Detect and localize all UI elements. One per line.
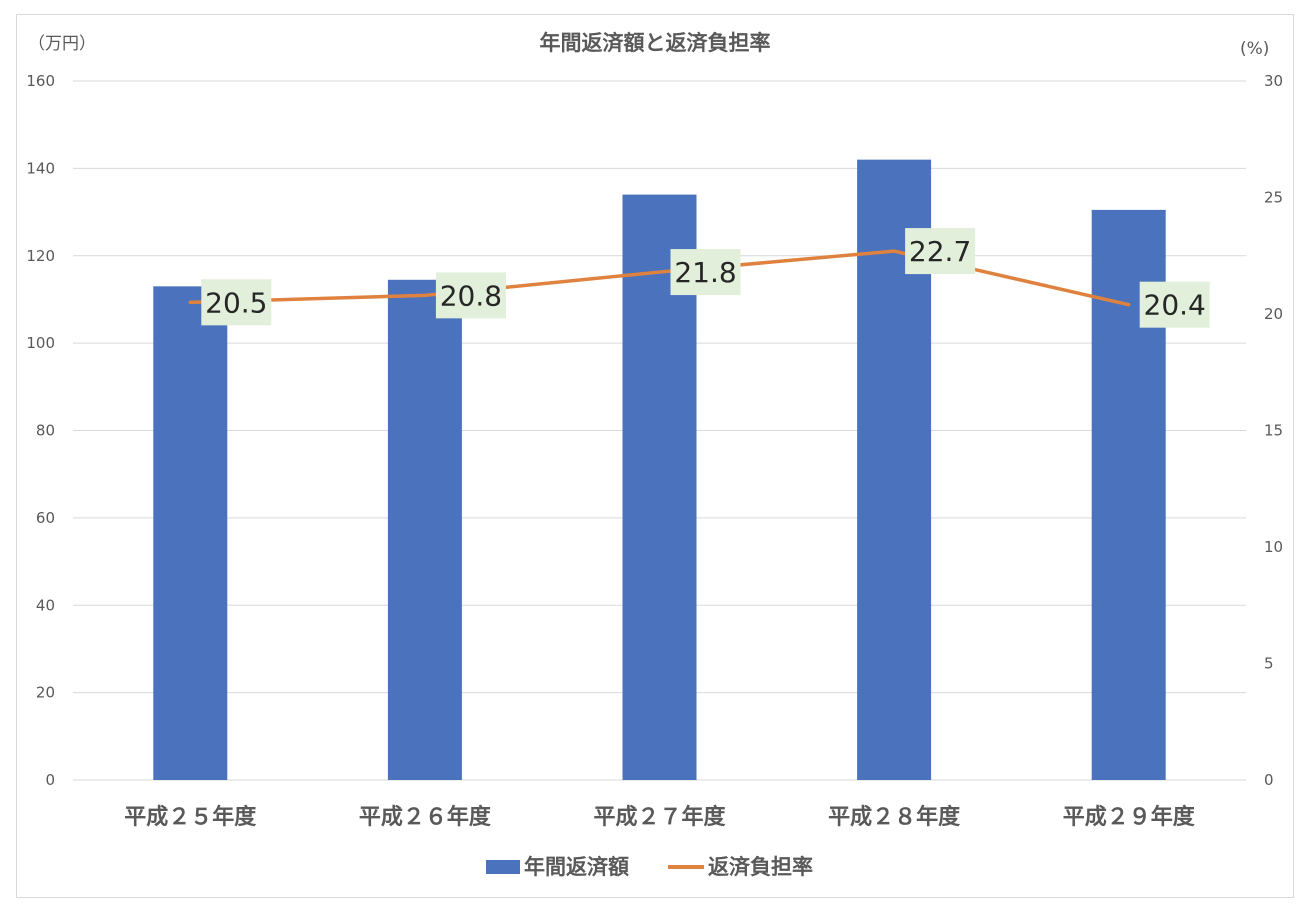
legend-item-bar: 年間返済額 — [486, 855, 629, 879]
left-axis-tick: 120 — [26, 247, 55, 265]
data-label-2: 20.8 — [435, 272, 506, 319]
category-label: 平成２７年度 — [593, 804, 726, 830]
right-axis-tick: 20 — [1264, 305, 1283, 323]
left-axis-tick: 100 — [26, 334, 55, 352]
left-axis-tick: 80 — [36, 422, 55, 440]
chart-title: 年間返済額と返済負担率 — [540, 31, 771, 55]
right-axis-tick: 15 — [1264, 422, 1283, 440]
left-axis-tick: 40 — [36, 596, 55, 614]
category-label: 平成２６年度 — [359, 804, 492, 830]
data-label-text: 21.8 — [674, 256, 736, 289]
data-label-1: 20.5 — [201, 279, 272, 326]
legend-label: 年間返済額 — [524, 855, 629, 879]
bar-2 — [387, 279, 462, 780]
right-axis-tick: 5 — [1264, 655, 1274, 673]
data-label-background — [1139, 281, 1210, 328]
left-axis-tick: 20 — [36, 684, 55, 702]
legend-label: 返済負担率 — [708, 855, 813, 879]
data-label-text: 22.7 — [909, 235, 971, 268]
category-label: 平成２８年度 — [828, 804, 961, 830]
data-label-text: 20.4 — [1144, 289, 1206, 322]
left-axis-tick: 0 — [45, 771, 55, 789]
data-label-background — [905, 228, 976, 275]
right-axis-tick: 10 — [1264, 538, 1283, 556]
left-axis-tick: 160 — [26, 72, 55, 90]
data-label-background — [670, 249, 741, 296]
category-label: 平成２５年度 — [124, 804, 257, 830]
data-label-background — [435, 272, 506, 319]
left-axis-unit: （万円） — [28, 34, 96, 54]
data-label-background — [201, 279, 272, 326]
data-label-text: 20.5 — [205, 286, 267, 319]
bar-1 — [153, 286, 228, 780]
right-axis-unit: (%) — [1240, 39, 1269, 59]
right-axis-tick: 25 — [1264, 189, 1283, 207]
left-axis-tick: 60 — [36, 509, 55, 527]
category-label: 平成２９年度 — [1063, 804, 1196, 830]
data-label-5: 20.4 — [1139, 281, 1210, 328]
legend-item-line: 返済負担率 — [668, 855, 813, 879]
legend-swatch-bar — [486, 860, 520, 874]
data-label-text: 20.8 — [440, 279, 502, 312]
right-axis-tick: 30 — [1264, 72, 1283, 90]
left-axis-tick: 140 — [26, 159, 55, 177]
right-axis-tick: 0 — [1264, 771, 1274, 789]
data-label-4: 22.7 — [905, 228, 976, 275]
data-label-3: 21.8 — [670, 249, 741, 296]
